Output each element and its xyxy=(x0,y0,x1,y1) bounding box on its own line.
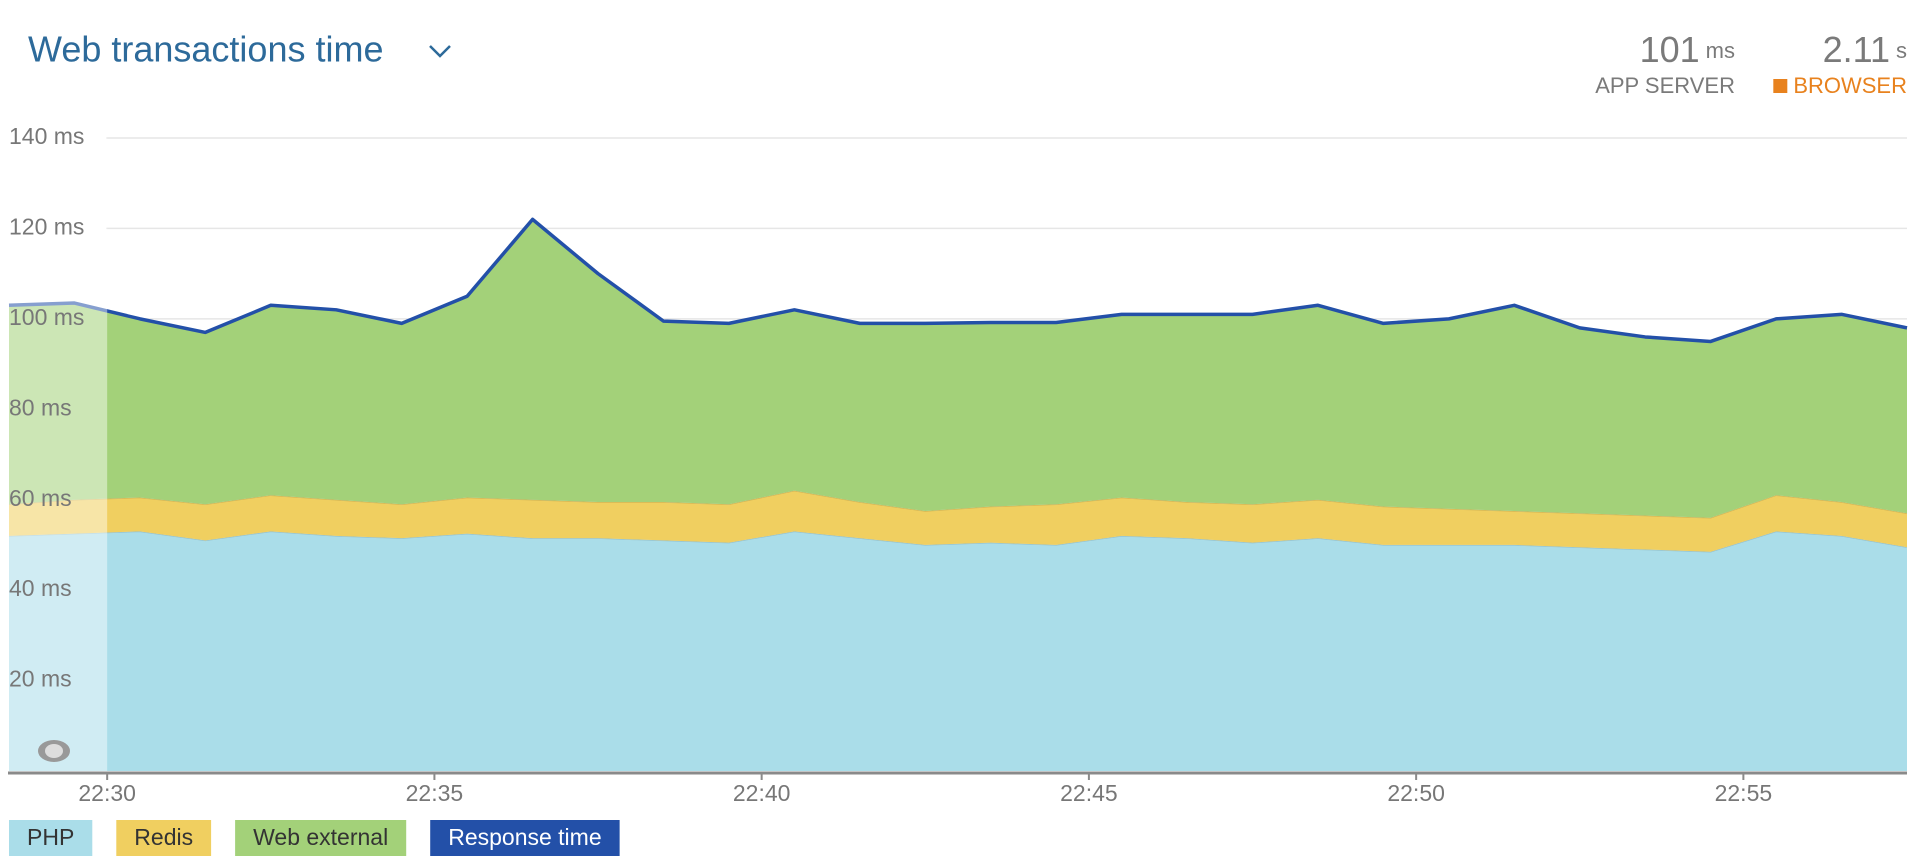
x-tick-label: 22:40 xyxy=(733,780,791,806)
y-tick-label: 40 ms xyxy=(9,575,72,601)
legend-label: PHP xyxy=(27,824,74,850)
dropdown-chevron[interactable] xyxy=(429,45,451,58)
x-tick-label: 22:30 xyxy=(78,780,136,806)
y-tick-label: 120 ms xyxy=(9,214,84,240)
chart-title[interactable]: Web transactions time xyxy=(28,29,383,70)
y-tick-label: 60 ms xyxy=(9,485,72,511)
legend-label: Response time xyxy=(448,824,601,850)
legend-label: Web external xyxy=(253,824,388,850)
faded-overlay xyxy=(7,100,108,771)
legend-item[interactable]: Web external xyxy=(235,820,407,856)
area-fill xyxy=(9,219,1907,518)
area-fill xyxy=(9,490,1907,552)
x-tick-label: 22:50 xyxy=(1387,780,1445,806)
legend-item[interactable]: PHP xyxy=(9,820,93,856)
x-tick-label: 22:35 xyxy=(406,780,464,806)
legend-item[interactable]: Response time xyxy=(430,820,620,856)
legend-label: Redis xyxy=(134,824,193,850)
summary-value: 2.11 s xyxy=(1823,29,1907,70)
summary-value: 101 ms xyxy=(1640,29,1735,70)
summary-number: 2.11 xyxy=(1823,29,1890,70)
area-fill xyxy=(9,531,1907,771)
toggle-icon-inner xyxy=(45,744,63,758)
legend-box xyxy=(116,820,212,856)
y-tick-label: 20 ms xyxy=(9,666,72,692)
summary-label: BROWSER xyxy=(1793,73,1907,98)
legend-square xyxy=(1773,79,1788,93)
y-tick-label: 80 ms xyxy=(9,394,72,420)
legend-box xyxy=(235,820,407,856)
summary-number: 101 xyxy=(1640,29,1700,70)
legend-box xyxy=(9,820,93,856)
y-tick-label: 140 ms xyxy=(9,123,84,149)
summary-label: APP SERVER xyxy=(1595,73,1735,98)
response-line xyxy=(8,217,1908,344)
legend-item[interactable]: Redis xyxy=(116,820,212,856)
legend-box xyxy=(430,820,620,856)
summary-unit: ms xyxy=(1706,38,1735,63)
x-tick-label: 22:45 xyxy=(1060,780,1118,806)
y-tick-label: 100 ms xyxy=(9,304,84,330)
x-tick-label: 22:55 xyxy=(1715,780,1773,806)
summary-unit: s xyxy=(1896,38,1907,63)
